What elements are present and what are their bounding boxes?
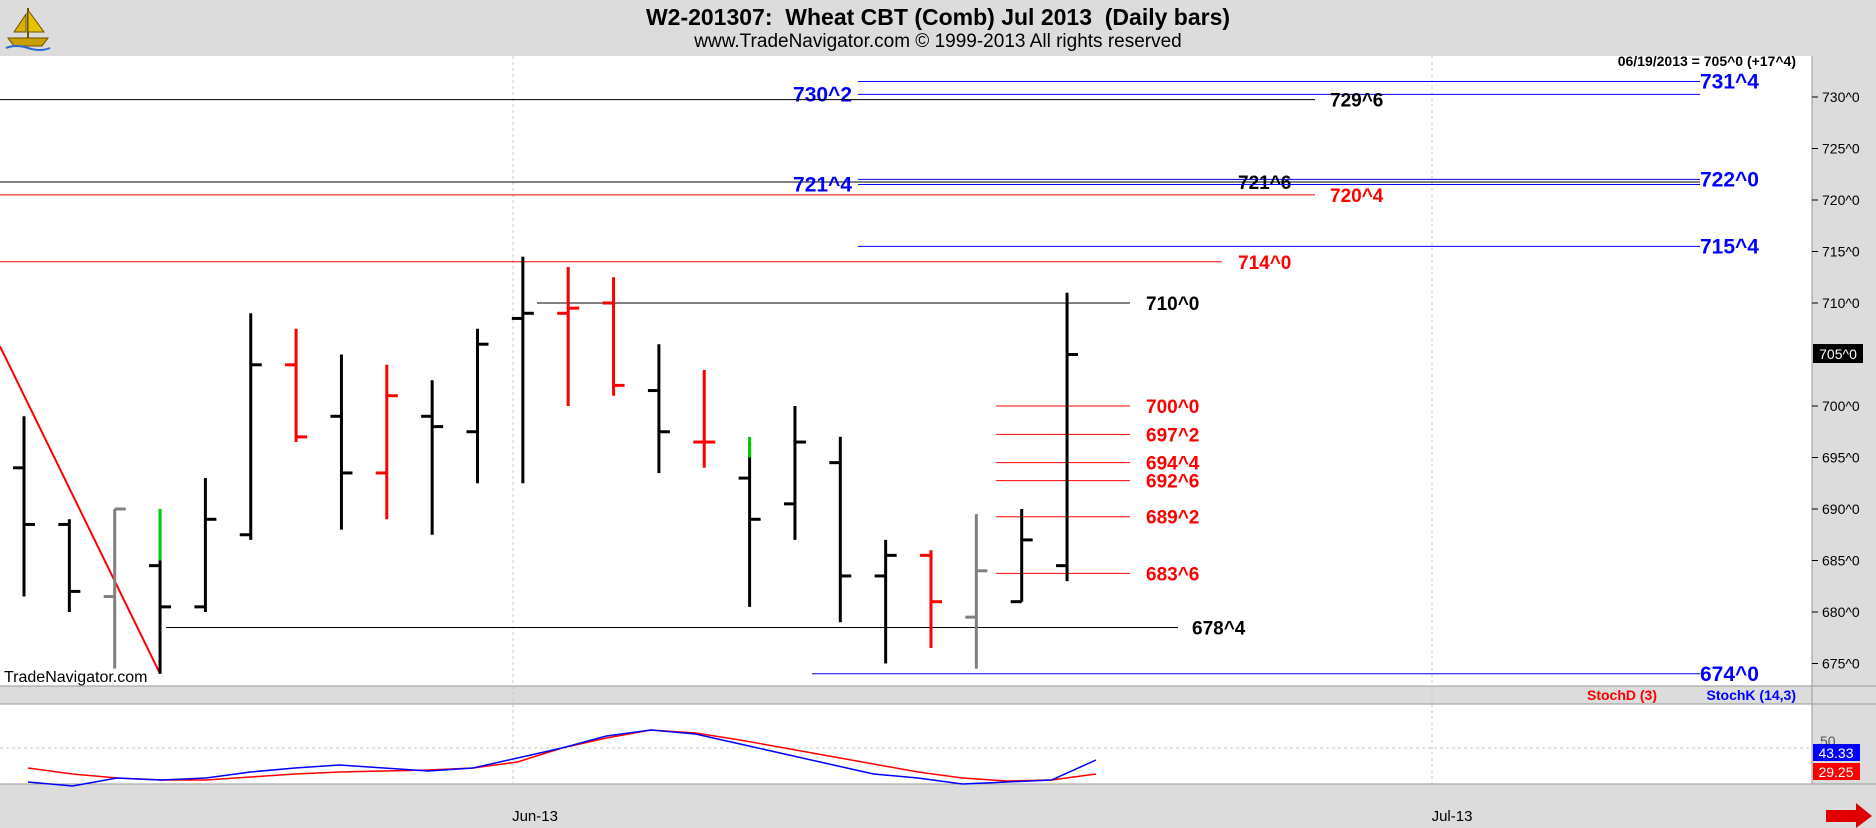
stochd-value: 29.25 <box>1818 764 1853 780</box>
y-tick-label: 685^0 <box>1822 553 1860 569</box>
chart-title: W2-201307: Wheat CBT (Comb) Jul 2013 (Da… <box>645 4 1231 30</box>
x-tick-jun: Jun-13 <box>512 808 558 825</box>
stochk-value: 43.33 <box>1818 745 1853 761</box>
y-tick-label: 675^0 <box>1822 656 1860 672</box>
level-label: 674^0 <box>1700 663 1759 686</box>
level-label: 689^2 <box>1146 508 1199 529</box>
level-label: 697^2 <box>1146 425 1199 446</box>
stochk-line <box>27 729 1097 787</box>
levels-layer: 731^4 730^2 729^6 722^0 721^6 721^4 720^4 715^4… <box>0 71 1759 686</box>
level-label: 721^6 <box>1238 173 1291 194</box>
level-label: 715^4 <box>1700 235 1759 258</box>
stochd-value-box <box>1813 763 1860 780</box>
x-tick-jul: Jul-13 <box>1432 808 1473 825</box>
y-tick-label: 690^0 <box>1822 501 1860 517</box>
bars-layer <box>13 256 1079 674</box>
stoch-layer <box>27 729 1097 787</box>
level-label: 692^6 <box>1146 472 1199 493</box>
level-label: 730^2 <box>793 83 852 106</box>
chart-subtitle: www.TradeNavigator.com © 1999-2013 All r… <box>694 31 1182 52</box>
level-label: 731^4 <box>1700 71 1759 94</box>
level-label: 729^6 <box>1330 91 1383 112</box>
stochk-value-box <box>1813 744 1860 761</box>
level-label: 720^4 <box>1330 186 1384 207</box>
level-label: 678^4 <box>1192 618 1246 639</box>
stochd-legend: StochD (3) <box>1587 687 1657 703</box>
stochk-legend: StochK (14,3) <box>1707 687 1796 703</box>
level-label: 710^0 <box>1146 294 1199 315</box>
y-tick-label: 720^0 <box>1822 192 1860 208</box>
level-label: 694^4 <box>1146 454 1200 475</box>
stoch-panel-background <box>0 704 1812 784</box>
current-price-label: 705^0 <box>1819 346 1857 362</box>
level-label: 683^6 <box>1146 564 1199 585</box>
y-tick-label: 695^0 <box>1822 450 1860 466</box>
current-price-box <box>1813 344 1863 363</box>
y-tick-label: 715^0 <box>1822 244 1860 260</box>
y-tick-label: 700^0 <box>1822 398 1860 414</box>
trendline <box>0 345 161 675</box>
price-axis: 675^0 680^0 685^0 690^0 695^0 700^0 710^0 715^0… <box>1812 89 1860 672</box>
y-tick-label: 730^0 <box>1822 89 1860 105</box>
price-status: 06/19/2013 = 705^0 (+17^4) <box>1618 53 1796 69</box>
level-label: 722^0 <box>1700 168 1759 191</box>
level-label: 700^0 <box>1146 397 1199 418</box>
price-panel-background <box>0 56 1812 686</box>
level-label: 721^4 <box>793 174 852 197</box>
y-tick-label: 680^0 <box>1822 604 1860 620</box>
watermark: TradeNavigator.com <box>4 669 147 686</box>
y-tick-label: 710^0 <box>1822 295 1860 311</box>
ship-logo-icon <box>5 8 51 51</box>
scroll-right-arrow-icon[interactable] <box>1826 803 1872 828</box>
level-label: 714^0 <box>1238 253 1291 274</box>
y-tick-label: 725^0 <box>1822 141 1860 157</box>
chart-header: W2-201307: Wheat CBT (Comb) Jul 2013 (Da… <box>0 0 1876 56</box>
